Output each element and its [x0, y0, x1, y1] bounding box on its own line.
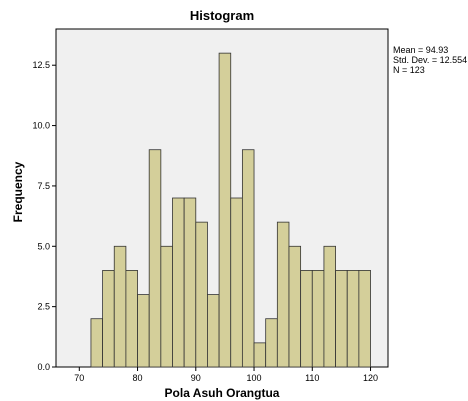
x-tick-label: 120 — [363, 373, 378, 383]
histogram-bar — [253, 342, 267, 368]
histogram-bar — [90, 318, 103, 368]
y-tick-label: 0.0 — [37, 362, 50, 372]
y-tick-label: 10.0 — [32, 121, 50, 131]
histogram-bar — [113, 245, 127, 368]
histogram-bar — [265, 318, 278, 368]
histogram-bar — [300, 270, 313, 368]
x-tick-label: 100 — [247, 373, 262, 383]
histogram-bar — [323, 245, 336, 368]
histogram-bar — [358, 270, 371, 368]
stat-n: N = 123 — [393, 65, 425, 75]
histogram-bar — [207, 294, 220, 368]
histogram-bar — [102, 270, 115, 368]
y-axis-label: Frequency — [11, 161, 25, 223]
histogram-bar — [335, 270, 348, 368]
stat-std-dev: Std. Dev. = 12.554 — [393, 55, 468, 65]
histogram-bar — [195, 221, 208, 368]
x-tick-label: 70 — [74, 373, 84, 383]
histogram-bar — [288, 245, 302, 368]
y-tick-label: 5.0 — [37, 241, 50, 251]
y-tick-label: 12.5 — [32, 60, 50, 70]
x-axis-label: Pola Asuh Orangtua — [164, 386, 280, 400]
histogram-bar — [183, 197, 197, 368]
histogram-bar — [137, 294, 150, 368]
histogram-bar — [311, 270, 325, 368]
y-tick-label: 2.5 — [37, 302, 50, 312]
histogram-bar — [148, 149, 162, 368]
histogram-bar — [218, 52, 232, 368]
x-tick-label: 110 — [305, 373, 319, 383]
histogram-bar — [241, 149, 255, 368]
stat-mean: Mean = 94.93 — [393, 45, 449, 55]
histogram-bar — [276, 221, 290, 368]
x-tick-label: 80 — [133, 373, 143, 383]
histogram-bar — [230, 197, 243, 368]
histogram-bar — [172, 197, 185, 368]
y-tick-label: 7.5 — [37, 181, 50, 191]
chart-title: Histogram — [189, 8, 255, 23]
summary-stats: Mean = 94.93 Std. Dev. = 12.554 N = 123 — [393, 45, 467, 75]
histogram-bar — [160, 245, 173, 368]
x-tick-label: 90 — [191, 373, 201, 383]
histogram-bar — [346, 270, 360, 368]
histogram-bar — [125, 270, 138, 368]
